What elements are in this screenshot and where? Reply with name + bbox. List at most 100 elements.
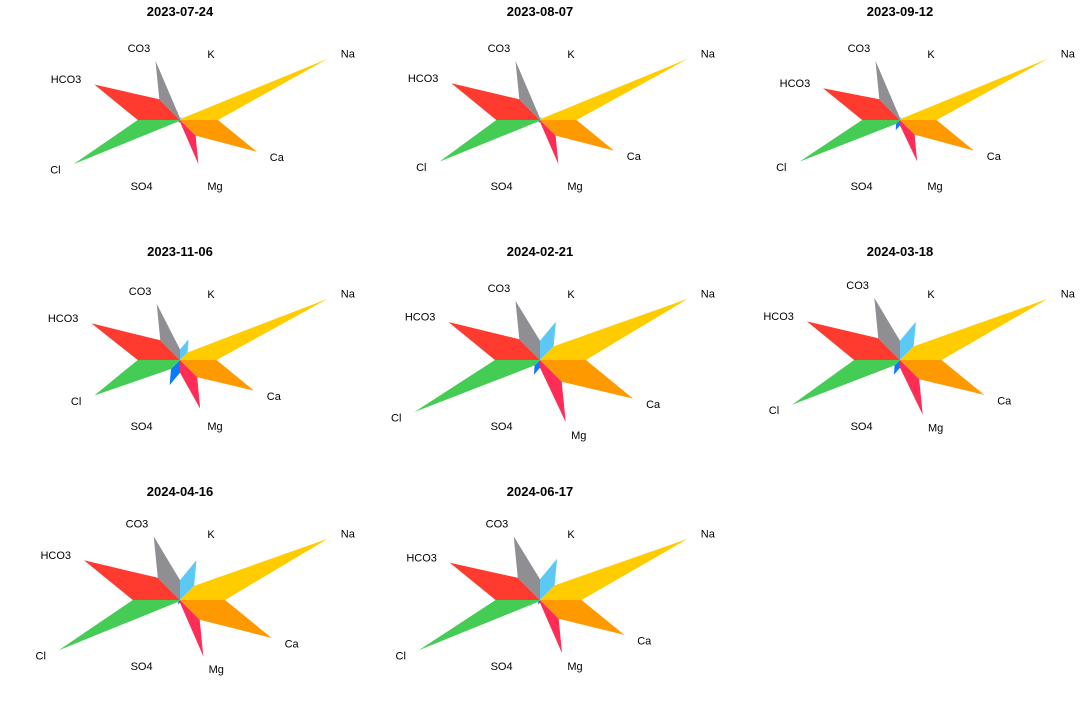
- star-segment-ca: [540, 120, 614, 151]
- panel-title: 2023-08-07: [507, 4, 574, 19]
- axis-label-hco3: HCO3: [780, 78, 811, 90]
- star-segment-k: [900, 117, 902, 120]
- axis-label-na: Na: [341, 48, 356, 60]
- star-panel-6: 2024-03-18 K Na Ca Mg SO4 Cl HCO3 CO3: [763, 244, 1075, 435]
- axis-label-so4: SO4: [851, 421, 873, 433]
- axis-label-na: Na: [701, 288, 716, 300]
- axis-label-hco3: HCO3: [406, 552, 437, 564]
- axis-label-so4: SO4: [491, 661, 513, 673]
- star-panel-8: 2024-06-17 K Na Ca Mg SO4 Cl HCO3 CO3: [396, 484, 716, 673]
- axis-label-na: Na: [341, 288, 356, 300]
- star-segment-co3: [515, 300, 540, 360]
- panel-title: 2023-09-12: [867, 4, 934, 19]
- axis-label-hco3: HCO3: [405, 312, 436, 324]
- axis-label-k: K: [207, 289, 215, 301]
- axis-label-mg: Mg: [927, 181, 942, 193]
- axis-label-mg: Mg: [567, 181, 582, 193]
- star-segment-co3: [155, 60, 180, 120]
- axis-label-cl: Cl: [769, 405, 779, 417]
- axis-label-hco3: HCO3: [408, 73, 439, 85]
- axis-label-ca: Ca: [627, 151, 642, 163]
- axis-label-mg: Mg: [571, 430, 586, 442]
- star-segment-na: [540, 58, 688, 120]
- star-segment-cl: [799, 120, 900, 162]
- star-panel-1: 2023-07-24 K Na Ca Mg SO4 Cl HCO3 CO3: [50, 4, 356, 193]
- panel-title: 2024-03-18: [867, 244, 934, 259]
- star-segment-ca: [900, 120, 974, 151]
- axis-label-ca: Ca: [285, 638, 300, 650]
- axis-label-na: Na: [701, 48, 716, 60]
- star-segment-na: [540, 538, 688, 600]
- axis-label-k: K: [567, 289, 575, 301]
- axis-label-so4: SO4: [491, 421, 513, 433]
- star-panel-2: 2023-08-07 K Na Ca Mg SO4 Cl HCO3 CO3: [408, 4, 716, 193]
- star-segment-ca: [180, 360, 254, 391]
- star-segment-so4: [178, 600, 180, 605]
- axis-label-k: K: [207, 49, 215, 61]
- star-segment-so4: [169, 360, 180, 386]
- axis-label-cl: Cl: [396, 651, 406, 663]
- axis-label-k: K: [567, 49, 575, 61]
- panel-title: 2024-02-21: [507, 244, 574, 259]
- axis-label-ca: Ca: [637, 635, 652, 647]
- panel-title: 2023-11-06: [147, 244, 213, 259]
- star-segment-cl: [73, 120, 180, 165]
- star-segment-k: [180, 560, 197, 600]
- star-segment-k: [900, 321, 916, 360]
- axis-label-na: Na: [701, 528, 716, 540]
- star-panel-4: 2023-11-06 K Na Ca Mg SO4 Cl HCO3 CO3: [48, 244, 356, 433]
- axis-label-so4: SO4: [851, 181, 873, 193]
- star-segment-cl: [58, 600, 180, 651]
- axis-label-k: K: [927, 289, 935, 301]
- star-segment-ca: [900, 360, 985, 395]
- panel-title: 2024-06-17: [507, 484, 574, 499]
- axis-label-cl: Cl: [391, 412, 401, 424]
- axis-label-co3: CO3: [488, 283, 511, 295]
- star-segment-so4: [895, 120, 900, 131]
- star-segment-ca: [540, 360, 634, 399]
- star-panel-3: 2023-09-12 K Na Ca Mg SO4 Cl HCO3 CO3: [776, 4, 1076, 193]
- star-segment-hco3: [448, 322, 540, 360]
- axis-label-cl: Cl: [50, 164, 60, 176]
- star-segment-cl: [792, 360, 900, 405]
- axis-label-mg: Mg: [567, 661, 582, 673]
- star-segment-mg: [540, 360, 566, 423]
- star-segment-na: [900, 298, 1048, 360]
- axis-label-cl: Cl: [416, 162, 426, 174]
- axis-label-co3: CO3: [128, 43, 151, 55]
- star-segment-mg: [540, 600, 562, 654]
- star-segment-na: [540, 298, 688, 360]
- axis-label-ca: Ca: [997, 395, 1012, 407]
- axis-label-so4: SO4: [131, 661, 153, 673]
- axis-label-co3: CO3: [486, 519, 509, 531]
- axis-label-so4: SO4: [131, 181, 153, 193]
- star-segment-mg: [900, 120, 918, 162]
- star-segment-mg: [180, 600, 204, 657]
- star-segment-na: [180, 538, 328, 600]
- star-segment-co3: [153, 536, 180, 600]
- axis-label-co3: CO3: [848, 43, 871, 55]
- axis-label-cl: Cl: [71, 396, 81, 408]
- axis-label-ca: Ca: [987, 151, 1002, 163]
- star-segment-hco3: [806, 321, 900, 360]
- axis-label-na: Na: [341, 528, 356, 540]
- axis-label-hco3: HCO3: [48, 313, 79, 325]
- star-segment-k: [180, 339, 189, 360]
- star-segment-co3: [875, 60, 900, 120]
- star-segment-cl: [94, 360, 180, 396]
- star-segment-mg: [180, 120, 199, 165]
- star-segment-co3: [513, 536, 540, 600]
- axis-label-na: Na: [1061, 288, 1076, 300]
- axis-label-k: K: [207, 529, 215, 541]
- axis-label-mg: Mg: [209, 664, 224, 676]
- star-segment-hco3: [451, 83, 540, 120]
- axis-label-ca: Ca: [646, 399, 661, 411]
- axis-label-hco3: HCO3: [763, 311, 794, 323]
- star-segment-ca: [180, 600, 272, 638]
- axis-label-co3: CO3: [488, 43, 511, 55]
- axis-label-cl: Cl: [776, 162, 786, 174]
- star-segment-hco3: [823, 88, 900, 120]
- axis-label-k: K: [567, 529, 575, 541]
- star-segment-co3: [515, 60, 540, 120]
